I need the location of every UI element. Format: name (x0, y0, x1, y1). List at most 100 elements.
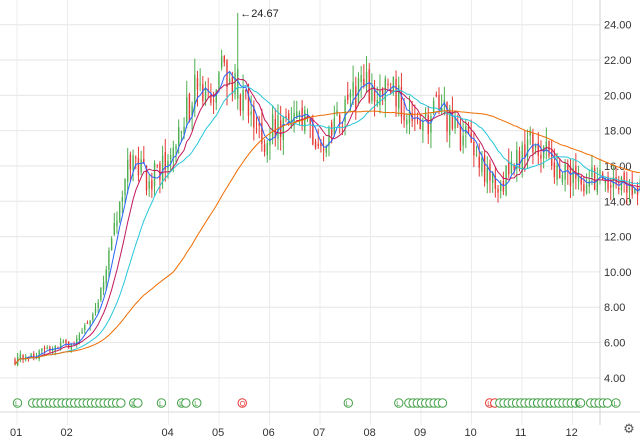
candle (543, 145, 544, 168)
candle (127, 148, 128, 194)
candle (224, 55, 225, 66)
candle-body (240, 95, 241, 111)
candle (95, 303, 96, 316)
candle (318, 129, 319, 149)
candle (159, 161, 160, 193)
x-tick-label: 07 (313, 427, 325, 439)
candle-body (154, 163, 155, 186)
candle-body (366, 72, 367, 87)
candle-body (157, 165, 158, 166)
candle-body (213, 100, 214, 101)
event-marker-label: L (159, 401, 163, 408)
candle-body (393, 77, 394, 92)
candle (157, 164, 158, 168)
event-marker: L (193, 399, 201, 408)
candle (473, 132, 474, 167)
candle (476, 146, 477, 157)
candle (546, 128, 547, 160)
candle (575, 153, 576, 189)
candle (538, 132, 539, 164)
candle-body (589, 180, 590, 186)
candle-body (189, 94, 190, 122)
event-marker (182, 399, 190, 407)
grid (0, 0, 640, 425)
candle-body (465, 126, 466, 134)
moving-average-20-line (15, 86, 640, 365)
candle (299, 111, 300, 126)
candle (197, 71, 198, 107)
candle (401, 73, 402, 124)
candle (460, 117, 461, 151)
x-tick-label: 11 (515, 427, 526, 439)
candle (540, 140, 541, 173)
candle (358, 72, 359, 106)
candle-body (130, 155, 131, 170)
candle-body (476, 154, 477, 155)
y-tick-label: 8.00 (604, 302, 625, 314)
candle-body (229, 79, 230, 82)
candle (65, 339, 66, 346)
candle (328, 125, 329, 156)
candle-body (371, 88, 372, 102)
candle-body (489, 163, 490, 180)
x-tick-label: 06 (263, 427, 275, 439)
candle (572, 160, 573, 196)
candle (441, 94, 442, 115)
gear-icon[interactable]: ⚙ (622, 422, 636, 436)
candle (119, 201, 120, 223)
event-marker: L (612, 399, 620, 408)
candle-body (132, 155, 133, 170)
candle (497, 185, 498, 203)
candle (613, 164, 614, 198)
candle (637, 182, 638, 205)
candle-body (181, 131, 182, 132)
candle-body (505, 166, 506, 196)
candle-body (242, 90, 243, 111)
candle-body (221, 56, 222, 67)
candle (621, 176, 622, 196)
event-marker: L (13, 399, 21, 408)
candle-body (84, 325, 85, 330)
candle (285, 108, 286, 122)
candle-body (360, 75, 361, 82)
candle-body (347, 95, 348, 100)
moving-average-10-line (15, 79, 640, 365)
x-tick-label: 02 (61, 427, 73, 439)
candle (436, 92, 437, 98)
x-tick-label: 08 (364, 427, 376, 439)
candle-body (237, 69, 238, 99)
candle (589, 170, 590, 193)
event-marker: L (395, 399, 403, 408)
event-marker-label: L (396, 401, 400, 408)
candle-body (304, 110, 305, 131)
candle (267, 140, 268, 162)
candle (454, 112, 455, 134)
candle (269, 128, 270, 160)
candle (395, 70, 396, 116)
candle-body (430, 116, 431, 133)
candle-body (116, 221, 117, 227)
candle-body (315, 141, 316, 148)
candle (487, 156, 488, 193)
event-marker: Q (238, 399, 246, 408)
candle-body (186, 97, 187, 122)
candle-body (479, 157, 480, 168)
candle-body (369, 69, 370, 102)
candle-body (554, 162, 555, 177)
candle (237, 13, 238, 110)
candle-body (283, 118, 284, 140)
candle (33, 351, 34, 360)
event-marker-circle (603, 399, 611, 407)
candle-body (199, 84, 200, 85)
candle-body (108, 251, 109, 270)
candle-body (124, 179, 125, 195)
candle (379, 74, 380, 113)
candle (143, 146, 144, 164)
candle-body (63, 341, 64, 342)
candle-body (387, 84, 388, 86)
candle-body (218, 72, 219, 89)
candle-body (594, 168, 595, 190)
candle-body (318, 144, 319, 146)
